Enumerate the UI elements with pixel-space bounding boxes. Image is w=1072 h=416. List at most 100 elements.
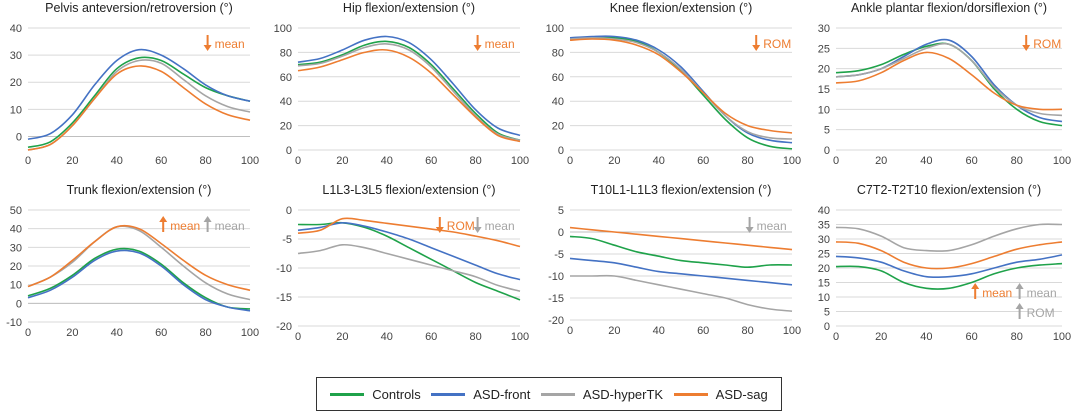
x-tick-label: 60 [155,155,167,167]
series-line-asd-front [569,257,793,286]
x-tick-label: 40 [381,331,393,343]
y-tick-label: -15 [276,292,292,304]
x-tick-label: 40 [111,327,123,339]
y-tick-label: 0 [824,321,830,333]
y-tick-label: 0 [286,145,292,157]
series-line-asd-sag [835,51,1063,111]
annotation-down-rom: ROM [435,217,475,233]
x-tick-label: 40 [920,331,932,343]
series-line-asd-hypertk [835,223,1063,252]
annotation-down-rom: ROM [1022,35,1061,51]
annotation-arrow-head [473,227,482,233]
y-tick-label: 10 [818,104,830,116]
series-line-asd-sag [569,38,793,134]
x-tick-label: 100 [1053,155,1071,167]
y-tick-label: 60 [280,72,292,84]
legend-swatch-asd-hypertk [540,392,575,396]
series-line-controls [27,247,251,310]
series-line-asd-sag [297,217,521,248]
x-tick-label: 40 [653,155,665,167]
x-tick-label: 100 [783,155,801,167]
annotation-label: mean [982,286,1012,300]
legend: Controls ASD-front ASD-hyperTK ASD-sag [316,377,782,411]
annotation-arrow-head [1015,303,1024,309]
chart-title: Ankle plantar flexion/dorsiflexion (°) [851,1,1047,15]
legend-item-asd-hypertk: ASD-hyperTK [540,387,663,402]
annotation-label: mean [215,37,245,51]
y-tick-label: 20 [818,64,830,76]
annotation-label: mean [757,219,787,233]
series-line-controls [27,56,251,149]
y-tick-label: 20 [818,263,830,275]
x-tick-label: 20 [875,155,887,167]
y-tick-label: 5 [824,307,830,319]
x-tick-label: 60 [697,155,709,167]
series-line-asd-front [569,35,793,144]
x-tick-label: 80 [199,327,211,339]
y-tick-label: 25 [818,43,830,55]
y-tick-label: 25 [818,249,830,261]
chart-panel-3: Knee flexion/extension (°) 0 20 40 60 80 100 0 2… [546,1,802,167]
chart-panel-8: C7T2-T2T10 flexion/extension (°)05101520… [818,183,1071,343]
chart-grid: Pelvis anteversion/retroversion (°) 0 10 20… [6,1,1071,343]
legend-swatch-asd-sag [673,392,708,396]
y-tick-label: -10 [276,263,292,275]
chart-title: Knee flexion/extension (°) [610,1,753,15]
series-line-asd-sag [27,65,251,151]
x-tick-label: 20 [336,331,348,343]
y-tick-label: 40 [818,205,830,217]
y-tick-label: 0 [558,227,564,239]
x-tick-label: 60 [965,331,977,343]
y-tick-label: 20 [280,121,292,133]
legend-swatch-asd-front [431,392,466,396]
x-tick-label: 100 [241,155,259,167]
x-tick-label: 60 [425,155,437,167]
y-tick-label: 100 [274,23,292,35]
x-tick-label: 100 [241,327,259,339]
chart-title: L1L3-L3L5 flexion/extension (°) [322,183,495,197]
chart-panel-5: Trunk flexion/extension (°)-100102030405… [6,183,259,339]
x-tick-label: 20 [66,327,78,339]
y-tick-label: 30 [818,23,830,35]
x-tick-label: 60 [965,155,977,167]
y-tick-label: 60 [552,72,564,84]
legend-item-controls: Controls [330,386,421,402]
annotation-arrow-head [473,45,482,51]
x-tick-label: 60 [155,327,167,339]
y-tick-label: 40 [552,96,564,108]
chart-panel-2: Hip flexion/extension (°) 0 20 40 60 80 100 0 20… [274,1,530,167]
legend-label-controls: Controls [372,386,421,402]
x-tick-label: 0 [295,155,301,167]
x-tick-label: 0 [567,155,573,167]
y-tick-label: 35 [818,220,830,232]
x-tick-label: 20 [608,155,620,167]
series-line-controls [835,262,1063,290]
annotation-arrow-head [1022,45,1031,51]
y-tick-label: 80 [552,47,564,59]
series-line-asd-hypertk [27,225,251,301]
series-line-asd-sag [569,226,793,251]
y-tick-label: 30 [10,242,22,254]
x-tick-label: 80 [199,155,211,167]
x-tick-label: 60 [425,331,437,343]
chart-panel-7: T10L1-L1L3 flexion/extension (°) -20 -15 -1… [548,183,801,337]
series-line-asd-hypertk [835,42,1063,117]
chart-title: Trunk flexion/extension (°) [67,183,212,197]
series-line-asd-hypertk [570,274,793,312]
x-tick-label: 40 [653,325,665,337]
series-line-asd-front [835,254,1063,279]
x-tick-label: 0 [833,155,839,167]
annotation-arrow-head [159,216,168,222]
annotation-up-mean: mean [971,283,1012,300]
y-tick-label: 15 [818,84,830,96]
series-line-asd-sag [297,48,521,143]
series-line-asd-front [27,249,251,312]
x-tick-label: 40 [111,155,123,167]
legend-swatch-controls [330,392,365,396]
y-tick-label: 100 [546,23,564,35]
x-tick-label: 0 [295,331,301,343]
series-line-asd-front [297,35,521,137]
annotation-down-mean: mean [473,35,515,51]
chart-panel-1: Pelvis anteversion/retroversion (°) 0 10 20… [10,1,259,167]
y-tick-label: 10 [10,104,22,116]
